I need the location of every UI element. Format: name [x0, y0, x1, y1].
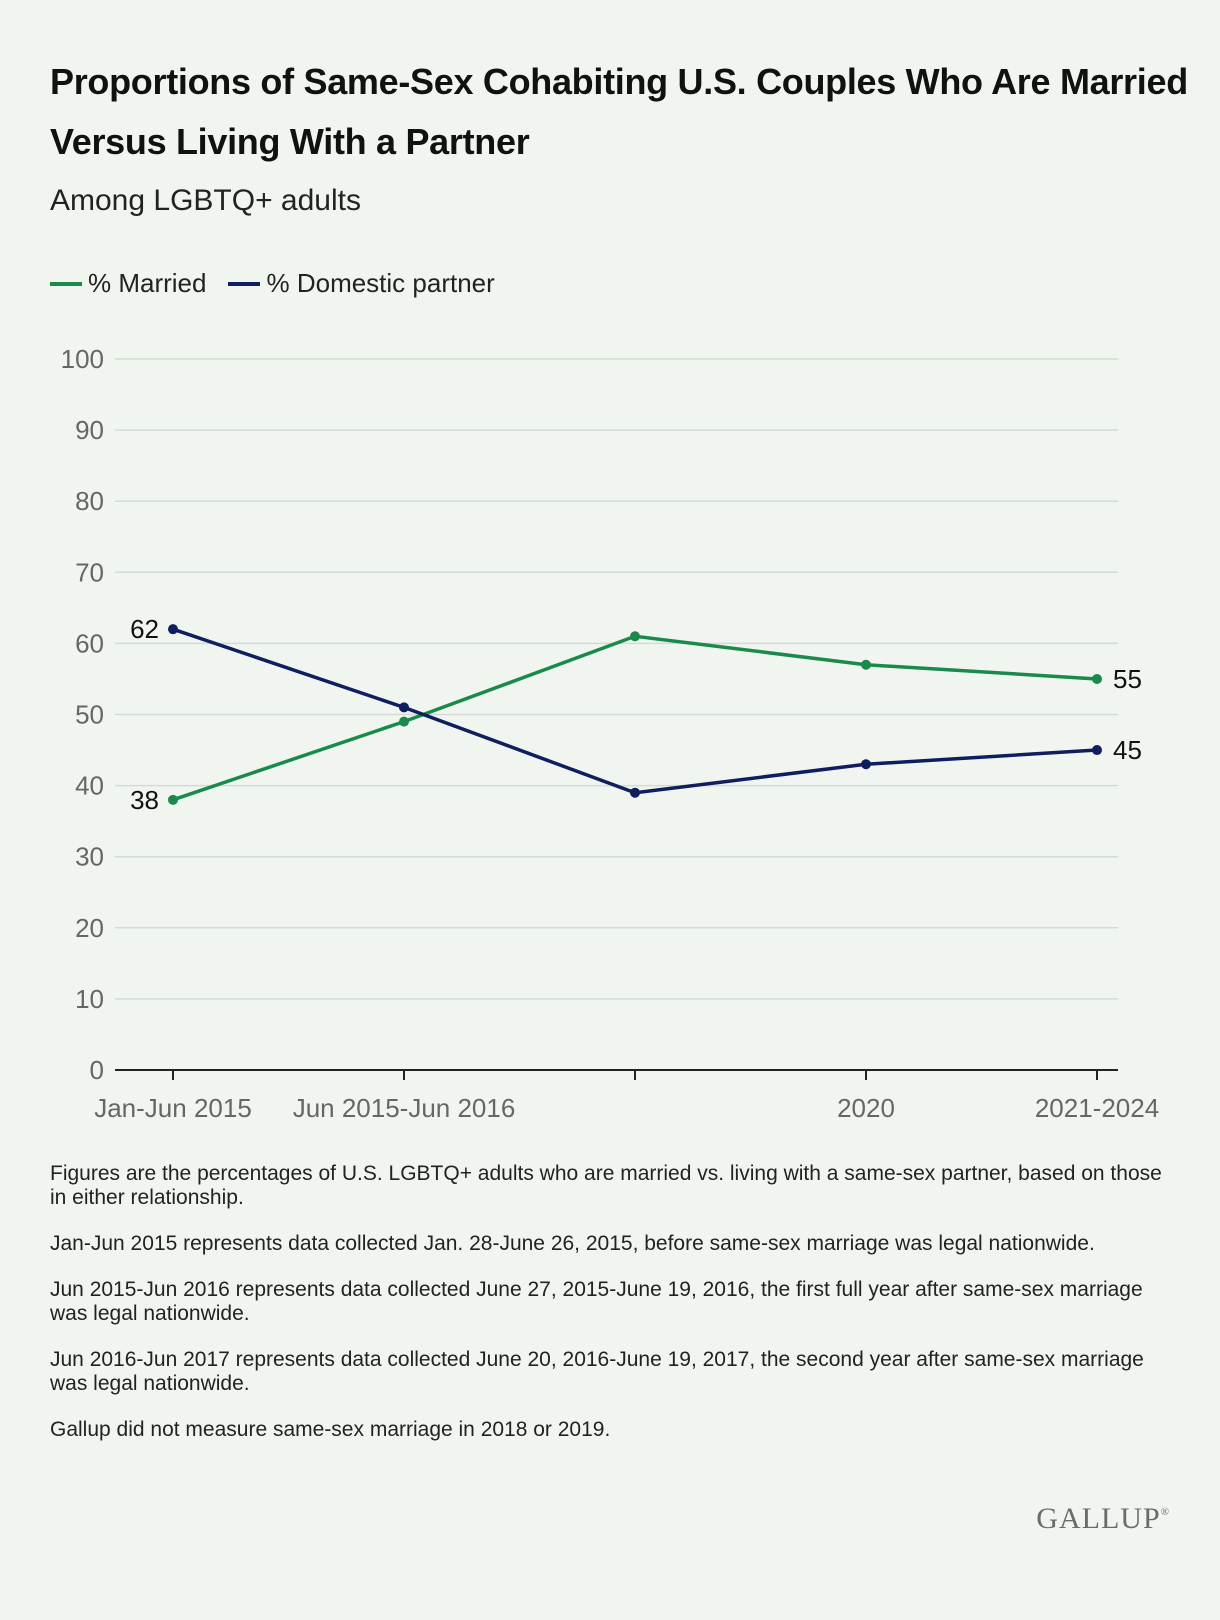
y-tick-label: 10	[75, 984, 104, 1014]
data-point-domestic-partner	[399, 702, 409, 713]
data-label: 45	[1113, 735, 1142, 765]
legend-swatch-married	[50, 281, 82, 286]
y-tick-label: 20	[75, 913, 104, 943]
x-tick-label: Jun 2015-Jun 2016	[293, 1093, 516, 1123]
gallup-logo: GALLUP®	[1036, 1502, 1170, 1536]
y-tick-label: 0	[90, 1055, 104, 1085]
data-point-married	[630, 631, 640, 642]
data-point-domestic-partner	[1092, 745, 1102, 756]
line-chart: 0 10 20 30 40 50 60 70 80 90 100 Jan-Jun 2015 Jun 20…	[61, 344, 1160, 1123]
x-tick-label: Jan-Jun 2015	[94, 1093, 252, 1123]
note-3: Jun 2015-Jun 2016 represents data collec…	[50, 1278, 1143, 1325]
note-4: Jun 2016-Jun 2017 represents data collec…	[50, 1348, 1144, 1395]
y-tick-label: 90	[75, 415, 104, 445]
y-tick-label: 40	[75, 771, 104, 801]
data-point-married	[861, 659, 871, 670]
legend-item-married: % Married	[50, 268, 206, 299]
y-tick-label: 30	[75, 842, 104, 872]
data-label: 38	[130, 785, 159, 815]
legend-item-domestic-partner: % Domestic partner	[228, 268, 495, 299]
data-point-married	[399, 716, 409, 727]
y-tick-label: 70	[75, 557, 104, 587]
registered-mark: ®	[1160, 1506, 1170, 1518]
chart-title: Proportions of Same-Sex Cohabiting U.S. …	[50, 61, 1188, 162]
data-point-domestic-partner	[861, 759, 871, 770]
y-tick-label: 80	[75, 486, 104, 516]
legend-swatch-domestic-partner	[228, 281, 261, 286]
data-point-domestic-partner	[630, 787, 640, 798]
legend-label-domestic-partner: % Domestic partner	[266, 268, 495, 298]
data-point-married	[168, 794, 178, 805]
chart-subtitle: Among LGBTQ+ adults	[50, 184, 361, 217]
data-point-domestic-partner	[168, 624, 178, 635]
legend-label-married: % Married	[88, 268, 207, 298]
data-label: 55	[1113, 664, 1142, 694]
y-tick-label: 60	[75, 628, 104, 658]
note-2: Jan-Jun 2015 represents data collected J…	[50, 1232, 1095, 1255]
logo-text: GALLUP	[1036, 1502, 1161, 1535]
note-5: Gallup did not measure same-sex marriage…	[50, 1418, 611, 1441]
series-line-married	[171, 634, 1099, 802]
data-point-married	[1092, 673, 1102, 684]
x-tick-label: 2021-2024	[1035, 1093, 1159, 1123]
series-line-domestic-partner	[171, 627, 1099, 795]
note-1: Figures are the percentages of U.S. LGBT…	[50, 1162, 1162, 1209]
x-tick-label: 2020	[837, 1093, 895, 1123]
data-label: 62	[130, 614, 159, 644]
y-tick-label: 50	[75, 700, 104, 730]
chart-notes: Figures are the percentages of U.S. LGBT…	[50, 1162, 1170, 1464]
chart-legend: % Married % Domestic partner	[50, 268, 517, 299]
y-tick-label: 100	[61, 344, 104, 374]
